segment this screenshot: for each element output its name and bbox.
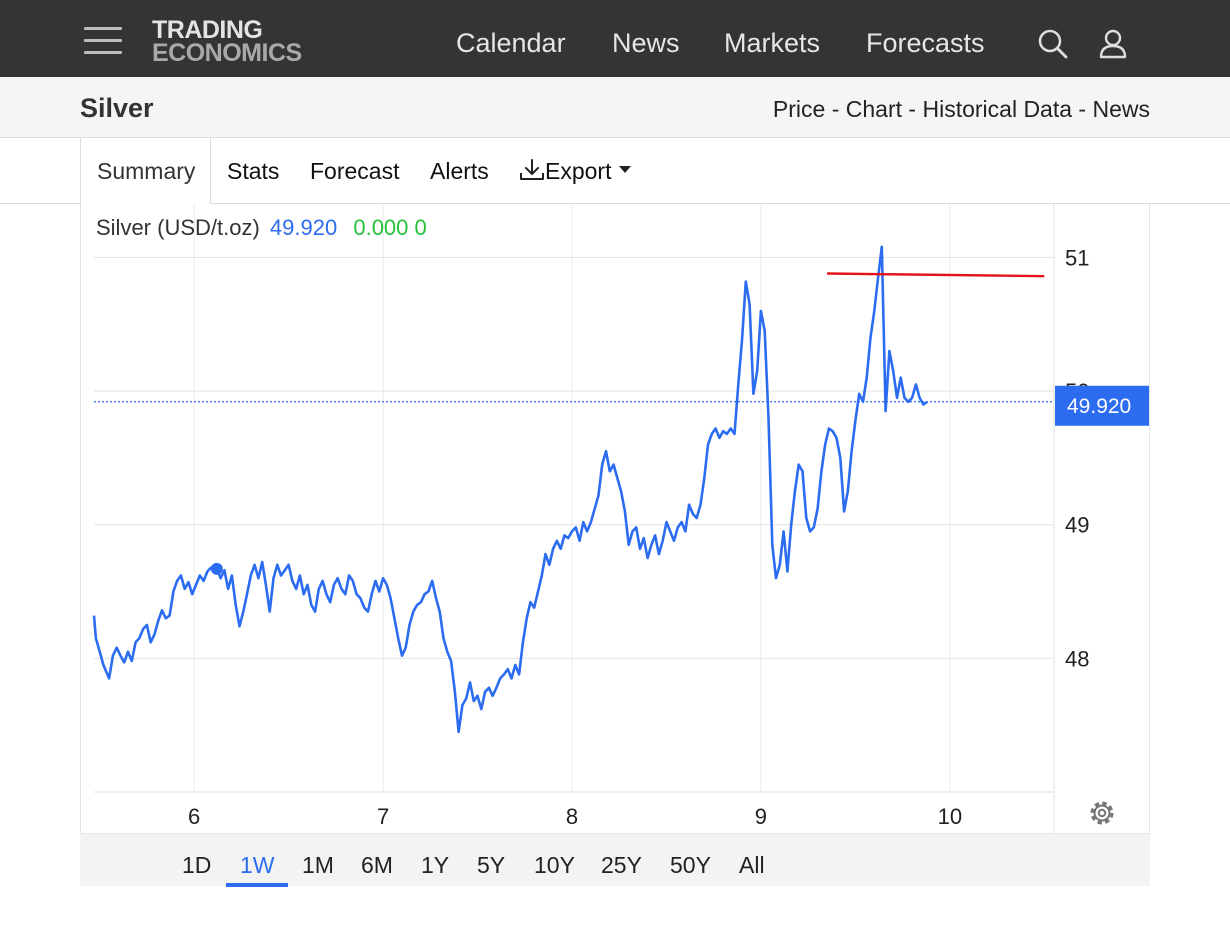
silver-price-series-line (92, 245, 928, 734)
top-nav-bar: TRADING ECONOMICS Calendar News Markets … (0, 0, 1230, 77)
y-tick-labels: 48495051 (1065, 245, 1089, 671)
tab-alerts[interactable]: Alerts (430, 158, 489, 184)
download-icon (520, 159, 544, 180)
range-50y[interactable]: 50Y (670, 852, 711, 878)
nav-link-forecasts[interactable]: Forecasts (866, 28, 985, 58)
range-1d[interactable]: 1D (182, 852, 212, 878)
tab-forecast[interactable]: Forecast (310, 158, 400, 184)
nav-link-markets[interactable]: Markets (724, 28, 821, 58)
page-title: Silver (80, 93, 154, 123)
hamburger-menu-icon[interactable] (84, 27, 122, 57)
sub-navigation: Price - Chart - Historical Data - News (773, 96, 1150, 123)
legend-change: 0.000 0 (353, 215, 427, 240)
last-price-tag-label: 49.920 (1067, 395, 1131, 418)
y-tick-label: 51 (1065, 245, 1089, 270)
chart-grid (94, 204, 1054, 792)
range-25y[interactable]: 25Y (601, 852, 642, 878)
user-account-icon[interactable] (1096, 27, 1130, 61)
subnav-separator: - (825, 96, 846, 122)
last-price-tag: 49.920 (1055, 385, 1149, 426)
range-6m[interactable]: 6M (361, 852, 393, 878)
caret-down-icon (618, 166, 631, 173)
range-5y[interactable]: 5Y (477, 852, 506, 878)
nav-link-calendar[interactable]: Calendar (456, 28, 566, 58)
x-tick-label: 10 (938, 804, 962, 829)
x-tick-label: 7 (377, 804, 389, 829)
tab-summary-container: Summary (80, 138, 211, 204)
active-range-underline (226, 883, 288, 887)
x-tick-label: 6 (188, 804, 200, 829)
tab-export[interactable]: Export (519, 158, 632, 185)
subnav-price[interactable]: Price (772, 96, 826, 122)
range-all[interactable]: All (739, 852, 765, 878)
search-icon[interactable] (1036, 27, 1070, 61)
subnav-separator: - (902, 96, 923, 122)
range-1w[interactable]: 1W (240, 852, 275, 878)
trading-economics-logo[interactable]: TRADING ECONOMICS (152, 16, 302, 67)
y-tick-label: 49 (1065, 513, 1089, 538)
subnav-chart[interactable]: Chart (845, 96, 903, 122)
subnav-historical-data[interactable]: Historical Data (922, 96, 1073, 122)
range-selector: 1D 1W 1M 6M 1Y 5Y 10Y 25Y 50Y All (80, 833, 1150, 887)
subnav-news[interactable]: News (1092, 96, 1150, 122)
legend-series-name: Silver (USD/t.oz) (96, 215, 260, 240)
range-10y[interactable]: 10Y (534, 852, 575, 878)
range-1m[interactable]: 1M (302, 852, 334, 878)
subnav-separator: - (1072, 96, 1093, 122)
chart-tabs: Summary Stats Forecast Alerts Export (0, 138, 1230, 204)
chart-legend: Silver (USD/t.oz) 49.920 0.000 0 (96, 215, 427, 241)
title-bar: Silver Price - Chart - Historical Data -… (0, 77, 1230, 138)
legend-price: 49.920 (269, 215, 338, 240)
resistance-line (827, 272, 1045, 278)
tab-export-label: Export (545, 158, 612, 184)
x-tick-label: 8 (566, 804, 578, 829)
gear-icon[interactable] (1090, 801, 1114, 825)
tab-stats[interactable]: Stats (227, 158, 280, 184)
price-point-marker (210, 562, 223, 575)
tab-summary[interactable]: Summary (97, 158, 196, 184)
nav-link-news[interactable]: News (612, 28, 680, 58)
y-tick-label: 48 (1065, 646, 1089, 671)
logo-line-2: ECONOMICS (152, 39, 302, 67)
x-tick-label: 9 (755, 804, 767, 829)
logo-line-1: TRADING (152, 16, 263, 44)
chart-panel (80, 204, 1150, 886)
range-1y[interactable]: 1Y (421, 852, 450, 878)
x-tick-labels: 6 7 8 9 10 (188, 804, 962, 829)
